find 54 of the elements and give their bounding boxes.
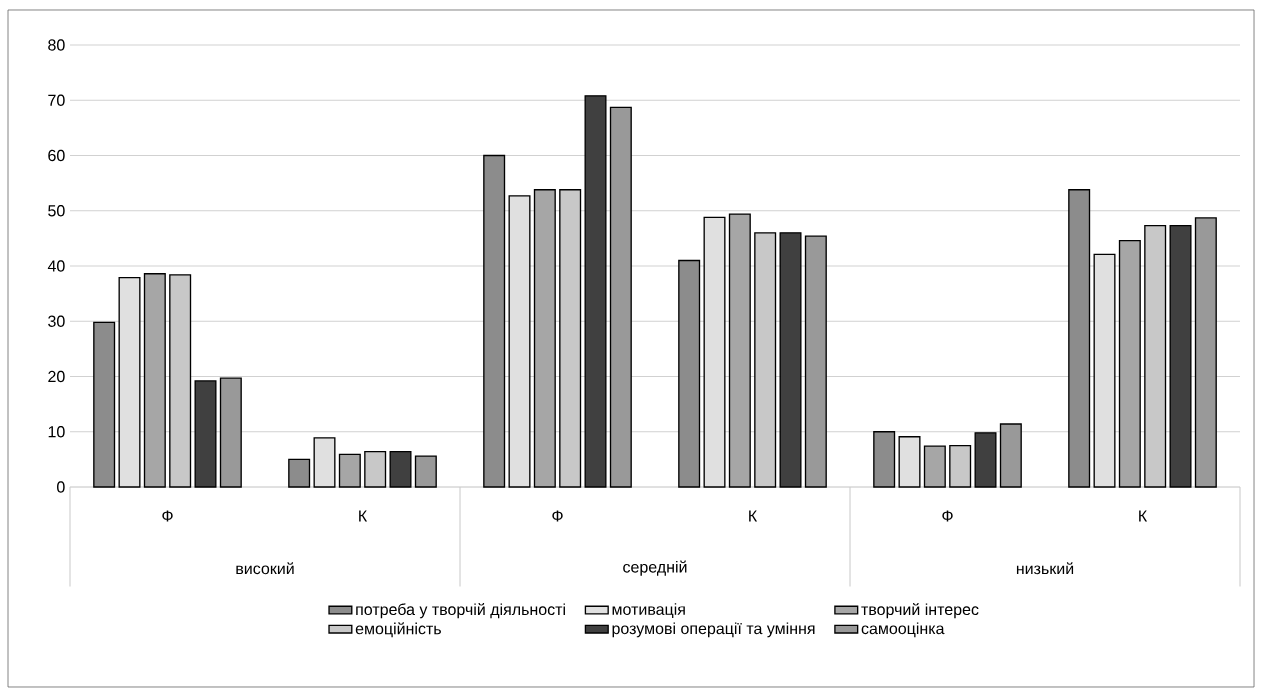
bar (313, 437, 336, 488)
y-tick-label: 40 (47, 260, 65, 272)
bar (93, 321, 116, 488)
bar (288, 458, 311, 488)
legend-label: потреба у творчій діяльності (356, 603, 565, 619)
x-tick-label: Ф (552, 510, 563, 522)
bar (728, 213, 751, 488)
bar (1093, 253, 1116, 488)
legend-label: мотивація (612, 603, 685, 619)
bar (389, 450, 412, 488)
legend-label: творчий інтерес (861, 603, 979, 619)
x-tick-label: К (1139, 510, 1148, 522)
bar (584, 95, 607, 488)
bar (533, 189, 556, 488)
bar (898, 436, 921, 488)
bar (1068, 189, 1091, 488)
bar (678, 259, 701, 488)
text: високий (236, 562, 294, 575)
bar (143, 273, 166, 488)
x-tick-label: К (749, 510, 758, 522)
bar (804, 235, 827, 488)
legend-label: розумові операції та уміння (612, 622, 815, 638)
bar (779, 232, 802, 488)
x-tick-label: К (359, 510, 368, 522)
y-tick-label: 0 (57, 481, 65, 493)
y-tick-label: 20 (48, 370, 65, 383)
bar (923, 445, 946, 488)
bar (999, 423, 1022, 488)
y-tick-label: 30 (48, 315, 65, 327)
legend-label: самооцінка (861, 622, 945, 638)
bar (483, 154, 506, 488)
y-tick-label: 50 (48, 205, 65, 217)
bar (118, 276, 141, 488)
bar (609, 106, 632, 488)
legend-label: емоційність (355, 622, 441, 638)
y-tick-label: 80 (48, 39, 65, 51)
bar (338, 453, 361, 488)
y-tick-label: 10 (48, 426, 65, 438)
bar (1194, 217, 1217, 488)
bar (508, 195, 531, 488)
bar (873, 431, 896, 488)
bar (1169, 225, 1192, 488)
bar (414, 455, 437, 488)
y-tick-label: 70 (48, 94, 65, 106)
text: середній (623, 560, 687, 576)
text: низький (1016, 562, 1074, 575)
bar (219, 377, 242, 488)
bar (1118, 239, 1141, 488)
x-tick-label: Ф (942, 510, 953, 522)
bar (194, 380, 217, 488)
bar (974, 432, 997, 488)
x-tick-label: Ф (162, 510, 173, 522)
y-tick-label: 60 (48, 149, 65, 162)
bar (703, 216, 726, 488)
